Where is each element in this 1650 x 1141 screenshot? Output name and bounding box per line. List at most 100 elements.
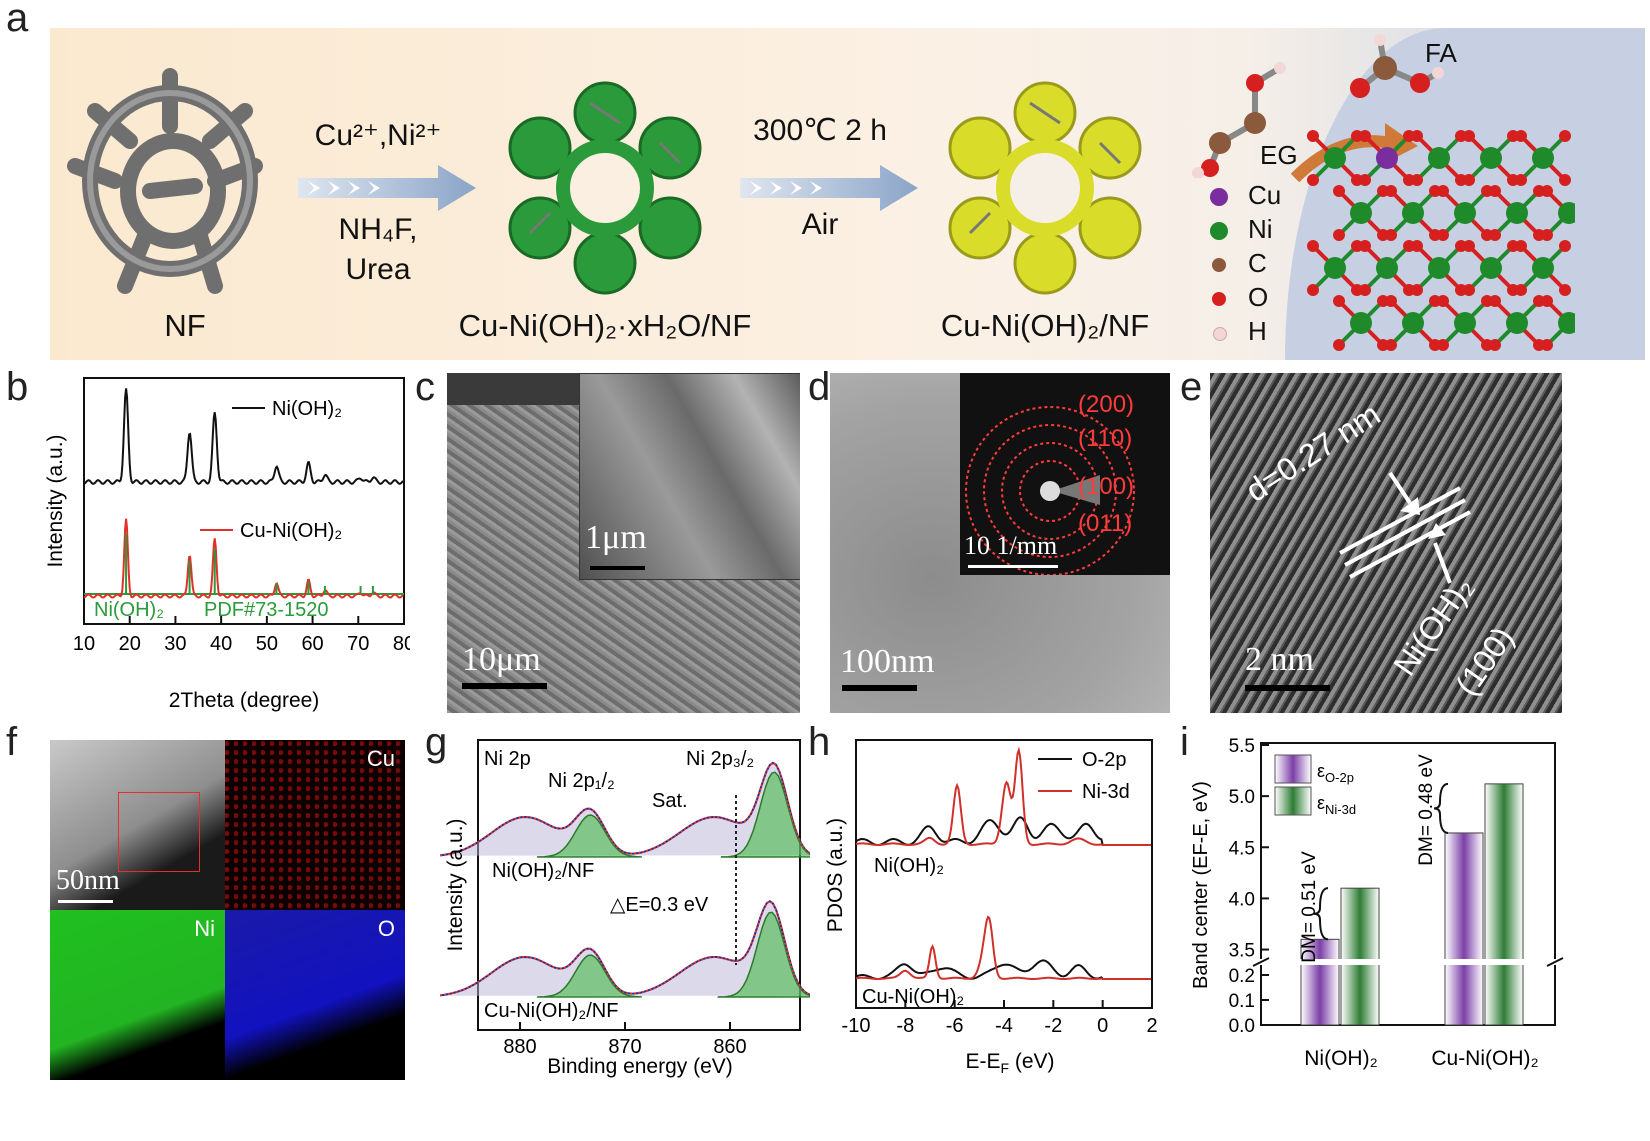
ni-atom <box>1480 257 1502 279</box>
step1-additive-1: NH₄F, <box>338 213 418 246</box>
pdos-plot: -10 -8 -6 -4 -2 0 2 O-2p Ni-3d Ni(OH)₂ Cu-Ni(O… <box>824 739 1158 1076</box>
x-tick-label: -6 <box>946 1015 964 1037</box>
x-tick-880: 880 <box>503 1036 536 1058</box>
o-atom <box>1515 130 1527 142</box>
o-atom <box>1541 339 1553 351</box>
inset-scale-label: 1μm <box>585 519 647 556</box>
o-atom <box>1437 339 1449 351</box>
legend-item-c: C <box>1200 248 1290 282</box>
o-atom <box>1437 295 1449 307</box>
legend-item-ni: Ni <box>1200 214 1290 248</box>
x-tick-label: 30 <box>164 633 186 655</box>
o-map: O <box>225 910 405 1080</box>
panel-label-i: i <box>1180 720 1189 764</box>
intermediate-label: Cu-Ni(OH)₂·xH₂O/NF <box>458 308 752 343</box>
y-tick-label: 0.2 <box>1229 966 1255 987</box>
o-atom <box>1385 229 1397 241</box>
o-atom <box>1307 240 1319 252</box>
ni-atom <box>1350 202 1372 224</box>
sample-label-1: Ni(OH)₂/NF <box>492 860 594 882</box>
o-atom <box>1559 240 1571 252</box>
legend-o2p: O-2p <box>1082 749 1126 771</box>
x-tick-label: 60 <box>301 633 323 655</box>
y-axis-title: Intensity (a.u.) <box>44 434 67 567</box>
cu-ni-hydroxide-hydrate-illustration <box>508 81 702 295</box>
plot-frame <box>1260 742 1556 1026</box>
x-ticks: 10 20 30 40 50 60 70 80 <box>73 616 410 655</box>
process-arrow-1 <box>298 165 476 211</box>
y-axis-title: Intensity (a.u.) <box>444 818 467 951</box>
ni-atom <box>1532 147 1554 169</box>
axis-break <box>1245 959 1565 965</box>
formic-acid-molecule <box>1350 34 1444 98</box>
legend-cu-ni-hydroxide: Cu-Ni(OH)₂ <box>240 520 342 542</box>
diffraction-rings <box>965 406 1135 575</box>
step2-atmosphere: Air <box>801 208 839 241</box>
sem-inset: 1μm <box>579 373 800 580</box>
o-atom <box>1515 240 1527 252</box>
o-atom <box>1463 284 1475 296</box>
cu-map: Cu <box>225 740 405 910</box>
energy-shift-label: △E=0.3 eV <box>610 894 709 916</box>
x-axis-title: 2Theta (degree) <box>169 689 320 712</box>
y-axis-title: PDOS (a.u.) <box>824 818 847 932</box>
cu-atom-icon <box>1210 188 1228 206</box>
x-tick-label: -8 <box>896 1015 914 1037</box>
ni-hydroxide-pattern <box>83 388 404 485</box>
panel-label-g: g <box>425 720 448 764</box>
o-atom <box>1489 185 1501 197</box>
x-tick-label: -4 <box>995 1015 1013 1037</box>
saed-scale-label: 10 1/mm <box>964 531 1058 560</box>
sem-dark-corner <box>447 373 579 405</box>
ni3d-dos-cu-ni-hydroxide <box>855 915 1151 980</box>
bar-o2p <box>1300 938 1340 1026</box>
o-atom <box>1385 295 1397 307</box>
brace <box>1313 887 1329 941</box>
plot-frame <box>477 739 801 1031</box>
ni-atom <box>1428 147 1450 169</box>
brace <box>1433 782 1449 834</box>
step2-condition: 300℃ 2 h <box>753 114 887 147</box>
ring-label-200: (200) <box>1078 391 1135 418</box>
o-atom <box>1385 339 1397 351</box>
peak-label-2p32: Ni 2p₃/₂ <box>686 748 754 770</box>
y-tick-label: 5.5 <box>1229 736 1255 757</box>
plane-label: (100) <box>1448 620 1520 702</box>
step1-reagents: Cu²⁺,Ni²⁺ <box>314 119 442 152</box>
annotation-cu-ni-hydroxide: DM= 0.48 eV <box>1416 754 1437 866</box>
spectrum-title: Ni 2p <box>484 748 531 770</box>
o-atom <box>1333 339 1345 351</box>
o-atom <box>1437 185 1449 197</box>
atom-legend: Cu Ni C O H <box>1200 180 1290 350</box>
ni-atom <box>1324 257 1346 279</box>
bars <box>1300 783 1524 1026</box>
sample-label-2: Cu-Ni(OH)₂/NF <box>484 1000 618 1022</box>
sem-image: 1μm 10μm <box>447 373 800 713</box>
x-axis-title: E-EF (eV) <box>965 1050 1054 1076</box>
o-atom <box>1411 174 1423 186</box>
x-ticks: -10 -8 -6 -4 -2 0 2 <box>842 1000 1158 1037</box>
o-atom <box>1333 295 1345 307</box>
ni-atom <box>1558 202 1575 224</box>
x-category-ni-hydroxide: Ni(OH)₂ <box>1304 1047 1377 1070</box>
reference-card: PDF#73-1520 <box>204 599 329 621</box>
o-atom <box>1437 229 1449 241</box>
ni-atom <box>1402 202 1424 224</box>
y-tick-label: 0.0 <box>1229 1016 1255 1037</box>
ni-atom <box>1454 312 1476 334</box>
o-atom <box>1359 174 1371 186</box>
saed-scale-bar <box>968 565 1058 568</box>
o-atom <box>1463 174 1475 186</box>
process-arrow-2 <box>740 165 918 211</box>
ni-atom <box>1532 257 1554 279</box>
d-spacing-label: d=0.27 nm <box>1239 396 1386 509</box>
h-atom-icon <box>1213 327 1227 341</box>
peak-label-2p12: Ni 2p₁/₂ <box>548 770 615 792</box>
panel-label-a: a <box>6 0 29 40</box>
o-map-label: O <box>377 916 395 941</box>
reference-phase: Ni(OH)₂ <box>94 599 164 621</box>
y-tick-label: 4.5 <box>1229 838 1255 859</box>
legend-label-h: H <box>1248 316 1267 346</box>
o-atom <box>1359 240 1371 252</box>
x-tick-860: 860 <box>713 1036 746 1058</box>
